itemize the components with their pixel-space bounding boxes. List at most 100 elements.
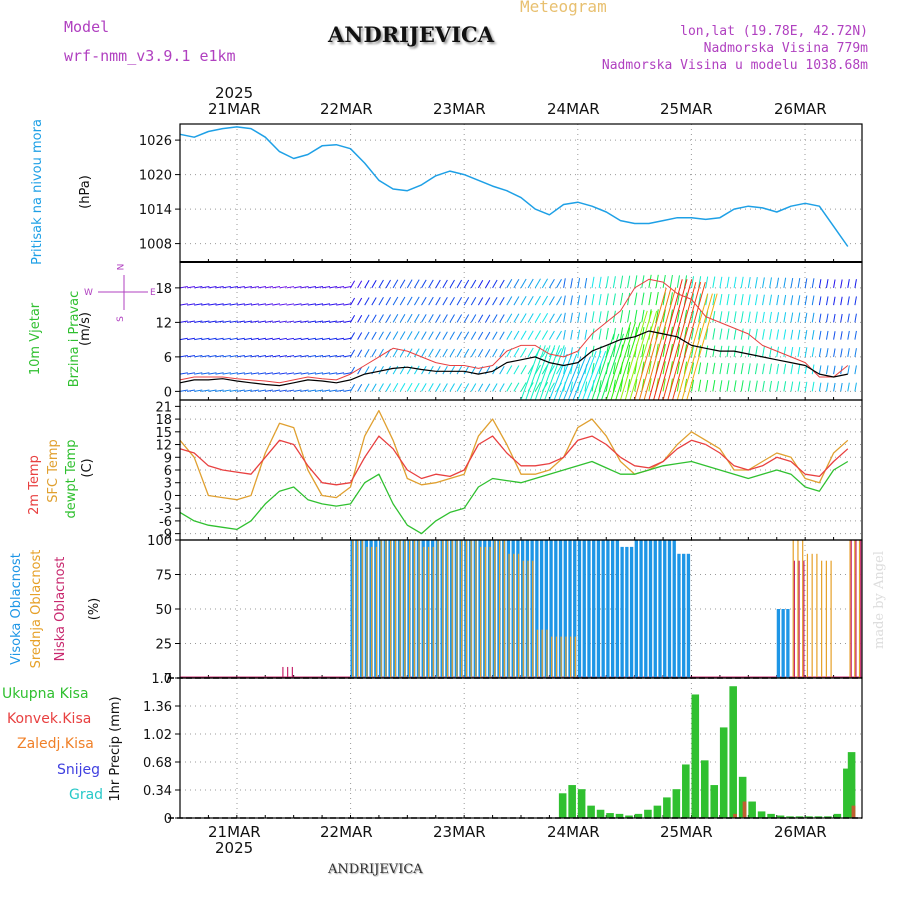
wind-arrow bbox=[343, 389, 352, 392]
y-tick-label: -3 bbox=[159, 502, 172, 517]
wind-arrow bbox=[272, 355, 281, 358]
top-day-label: 22MAR bbox=[320, 100, 373, 118]
wind-arrow bbox=[485, 297, 491, 306]
wind-arrow bbox=[371, 349, 377, 358]
y-tick-label: 0 bbox=[164, 385, 172, 400]
cloud-bar-high bbox=[682, 553, 686, 678]
wind-arrow bbox=[534, 312, 541, 323]
cloud-bar-high bbox=[634, 540, 638, 678]
y-tick-label: 1008 bbox=[139, 238, 172, 253]
wind-arrow bbox=[272, 320, 281, 323]
wind-arrow bbox=[449, 331, 455, 340]
wind-arrow bbox=[804, 278, 808, 288]
wind-arrow bbox=[769, 294, 772, 306]
wind-arrow bbox=[321, 303, 331, 306]
cloud-bar-mid bbox=[816, 553, 818, 678]
wind-arrow bbox=[499, 331, 505, 340]
cloud-bar-mid bbox=[432, 546, 434, 678]
wind-arrow bbox=[582, 350, 602, 401]
wind-arrow bbox=[329, 320, 338, 323]
wind-arrow bbox=[378, 331, 384, 340]
wind-arrow bbox=[776, 294, 780, 306]
wind-arrow bbox=[733, 363, 737, 375]
wind-arrow bbox=[653, 279, 688, 401]
cloud-bar-low bbox=[860, 540, 862, 678]
wind-arrow bbox=[596, 333, 620, 401]
wind-arrow bbox=[634, 378, 638, 392]
wind-arrow bbox=[485, 280, 491, 289]
wind-arrow bbox=[406, 313, 413, 323]
wind-arrow bbox=[428, 314, 434, 323]
y-tick-label: -6 bbox=[159, 515, 172, 530]
wind-speed-line bbox=[179, 330, 848, 387]
wind-arrow bbox=[563, 329, 566, 340]
wind-arrow bbox=[740, 311, 744, 323]
cloud-bar-high bbox=[539, 540, 544, 678]
wind-arrow bbox=[648, 343, 652, 357]
wind-arrow bbox=[648, 378, 652, 392]
wind-arrow bbox=[676, 293, 709, 401]
wind-arrow bbox=[485, 331, 491, 340]
wind-arrow bbox=[222, 337, 231, 341]
wind-arrow bbox=[548, 382, 555, 392]
model-label: Model bbox=[64, 18, 110, 36]
wind-arrow bbox=[676, 344, 680, 357]
wind-arrow bbox=[534, 330, 541, 340]
wind-arrow bbox=[307, 354, 317, 358]
cloud-bar-mid bbox=[830, 560, 832, 678]
y-tick-label: 0.34 bbox=[143, 784, 172, 799]
wind-arrow bbox=[258, 303, 267, 306]
precip-bar-total bbox=[814, 816, 823, 818]
wind-arrow bbox=[463, 365, 470, 375]
wind-arrow bbox=[619, 275, 624, 288]
wind-arrow bbox=[435, 383, 441, 392]
cloud-bar-high bbox=[644, 540, 648, 678]
wind-arrow bbox=[194, 285, 203, 289]
wind-arrow bbox=[747, 277, 751, 288]
wind-arrow bbox=[584, 277, 588, 288]
page-title: ANDRIJEVICA bbox=[328, 22, 495, 47]
wind-arrow bbox=[293, 286, 302, 289]
wind-arrow bbox=[847, 330, 850, 340]
wind-arrow bbox=[329, 372, 338, 375]
wind-arrow bbox=[726, 311, 730, 323]
cloud-bar-mid bbox=[570, 636, 572, 678]
wind-arrow bbox=[840, 296, 843, 306]
wind-arrow bbox=[662, 343, 666, 357]
wind-arrow bbox=[421, 331, 427, 340]
wind-arrow bbox=[534, 381, 541, 392]
cloud-bar-mid bbox=[555, 636, 558, 678]
wind-arrow bbox=[279, 303, 288, 306]
cloud-bar-mid bbox=[380, 540, 382, 678]
wind-arrow bbox=[463, 314, 470, 323]
wind-arrow bbox=[215, 354, 224, 358]
cloud-bar-mid bbox=[825, 560, 827, 678]
wind-arrow bbox=[818, 382, 822, 392]
wind-arrow bbox=[847, 296, 850, 306]
wind-arrow bbox=[570, 278, 573, 288]
precip-bar-total bbox=[644, 809, 652, 818]
wind-arrow bbox=[847, 382, 850, 392]
cloud-bar-high bbox=[686, 553, 691, 678]
wind-arrow bbox=[705, 379, 709, 392]
cloud-bar-mid bbox=[375, 546, 378, 678]
wind-arrow bbox=[378, 365, 384, 375]
wind-arrow bbox=[577, 329, 581, 340]
precip-bar-total bbox=[558, 793, 567, 818]
wind-arrow bbox=[783, 277, 787, 288]
wind-arrow bbox=[385, 296, 392, 306]
wind-arrow bbox=[591, 294, 595, 306]
cloud-bar-high bbox=[620, 546, 624, 678]
wind-arrow bbox=[201, 303, 210, 306]
wind-arrow bbox=[329, 354, 338, 358]
wind-arrow bbox=[350, 332, 356, 340]
wind-arrow bbox=[563, 278, 566, 288]
wind-arrow bbox=[840, 313, 843, 323]
temp-2m-line bbox=[179, 435, 849, 486]
wind-arrow bbox=[208, 337, 217, 341]
wind-arrow bbox=[307, 285, 317, 289]
cloud-bar-high bbox=[558, 540, 563, 678]
wind-arrow bbox=[499, 314, 505, 323]
wind-arrow bbox=[314, 372, 324, 375]
wind-arrow bbox=[477, 297, 484, 306]
